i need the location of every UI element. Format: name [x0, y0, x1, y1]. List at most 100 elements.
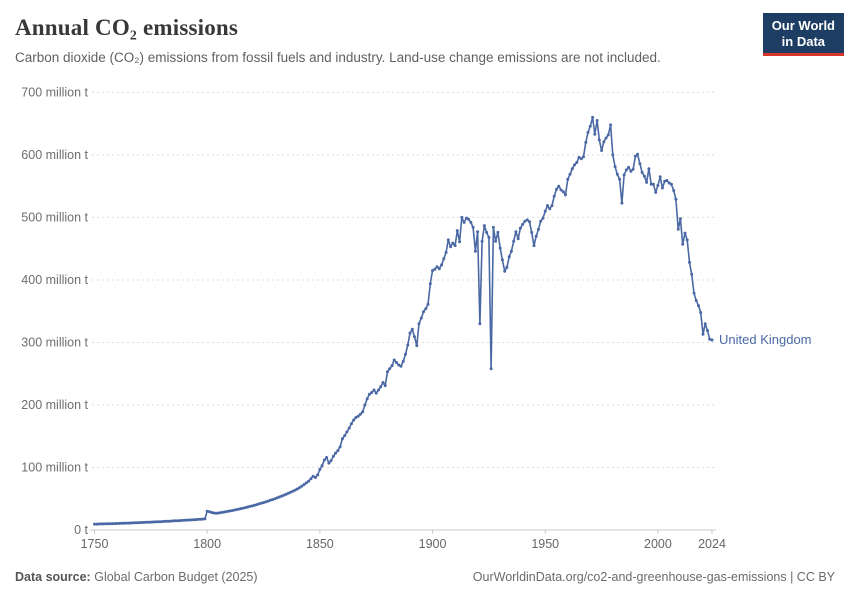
data-point[interactable] [271, 498, 274, 502]
data-point[interactable] [406, 343, 410, 347]
data-point[interactable] [165, 519, 169, 523]
data-point[interactable] [153, 520, 157, 524]
data-point[interactable] [431, 269, 434, 273]
data-point[interactable] [322, 458, 326, 462]
data-point[interactable] [692, 291, 696, 295]
data-point[interactable] [386, 370, 389, 374]
data-point[interactable] [397, 363, 401, 367]
data-point[interactable] [275, 496, 279, 500]
data-point[interactable] [358, 412, 362, 416]
data-point[interactable] [645, 180, 649, 184]
data-point[interactable] [460, 215, 464, 219]
data-point[interactable] [232, 508, 236, 512]
data-point[interactable] [93, 522, 96, 526]
data-point[interactable] [201, 517, 205, 521]
data-point[interactable] [327, 461, 331, 465]
data-point[interactable] [413, 335, 416, 339]
data-point[interactable] [377, 388, 380, 392]
data-point[interactable] [307, 479, 311, 483]
data-point[interactable] [568, 172, 572, 176]
data-point[interactable] [336, 449, 340, 453]
data-point[interactable] [647, 167, 651, 171]
data-point[interactable] [512, 239, 516, 243]
data-point[interactable] [298, 486, 302, 490]
data-point[interactable] [437, 267, 441, 271]
data-point[interactable] [710, 338, 714, 342]
data-point[interactable] [203, 517, 207, 521]
data-point[interactable] [426, 302, 430, 306]
data-point[interactable] [174, 519, 178, 523]
data-point[interactable] [372, 388, 376, 392]
data-point[interactable] [660, 186, 664, 190]
data-point[interactable] [577, 155, 581, 159]
data-point[interactable] [500, 258, 504, 262]
data-point[interactable] [642, 174, 646, 178]
data-point[interactable] [498, 246, 502, 250]
data-point[interactable] [706, 329, 709, 333]
data-point[interactable] [555, 187, 558, 191]
data-point[interactable] [419, 316, 423, 320]
data-point[interactable] [566, 177, 570, 181]
data-point[interactable] [579, 157, 583, 161]
data-point[interactable] [325, 456, 329, 459]
data-point[interactable] [115, 522, 119, 525]
data-point[interactable] [703, 322, 707, 326]
data-point[interactable] [597, 138, 601, 142]
data-point[interactable] [573, 163, 576, 167]
data-point[interactable] [192, 518, 196, 522]
data-point[interactable] [331, 454, 335, 458]
data-point[interactable] [417, 322, 421, 326]
data-point[interactable] [595, 119, 599, 122]
data-point[interactable] [169, 519, 173, 523]
data-point[interactable] [379, 385, 383, 389]
data-point[interactable] [151, 520, 155, 524]
data-point[interactable] [654, 190, 658, 194]
data-point[interactable] [537, 227, 540, 231]
data-point[interactable] [444, 250, 448, 254]
data-point[interactable] [600, 149, 604, 152]
data-point[interactable] [237, 507, 241, 511]
data-point[interactable] [291, 489, 295, 493]
data-point[interactable] [189, 518, 193, 522]
data-point[interactable] [401, 359, 405, 363]
data-point[interactable] [410, 327, 414, 331]
data-point[interactable] [453, 244, 457, 248]
data-point[interactable] [613, 165, 617, 169]
data-point[interactable] [469, 220, 473, 224]
data-point[interactable] [347, 426, 351, 430]
data-point[interactable] [487, 235, 491, 239]
data-point[interactable] [708, 337, 712, 341]
data-point[interactable] [113, 522, 117, 526]
data-point[interactable] [485, 230, 489, 234]
data-point[interactable] [144, 520, 148, 524]
data-point[interactable] [388, 367, 392, 371]
data-point[interactable] [365, 397, 369, 401]
entity-label[interactable]: United Kingdom [719, 332, 812, 347]
data-point[interactable] [320, 464, 324, 468]
data-point[interactable] [528, 220, 531, 224]
data-point[interactable] [156, 520, 160, 524]
data-point[interactable] [620, 201, 624, 205]
data-point[interactable] [532, 244, 536, 248]
data-point[interactable] [624, 168, 628, 172]
data-point[interactable] [352, 418, 356, 422]
data-point[interactable] [627, 165, 631, 169]
data-point[interactable] [516, 237, 520, 241]
data-point[interactable] [126, 521, 130, 525]
data-point[interactable] [462, 220, 466, 224]
data-point[interactable] [467, 217, 471, 221]
data-point[interactable] [678, 217, 682, 221]
data-point[interactable] [672, 189, 676, 192]
data-point[interactable] [559, 188, 563, 192]
data-point[interactable] [699, 311, 703, 314]
data-point[interactable] [108, 522, 112, 526]
data-point[interactable] [176, 519, 180, 523]
data-point[interactable] [383, 384, 387, 388]
data-point[interactable] [329, 459, 333, 463]
data-point[interactable] [318, 467, 322, 471]
data-point[interactable] [507, 255, 511, 259]
data-point[interactable] [212, 511, 216, 515]
data-point[interactable] [446, 238, 450, 242]
data-point[interactable] [471, 225, 475, 229]
